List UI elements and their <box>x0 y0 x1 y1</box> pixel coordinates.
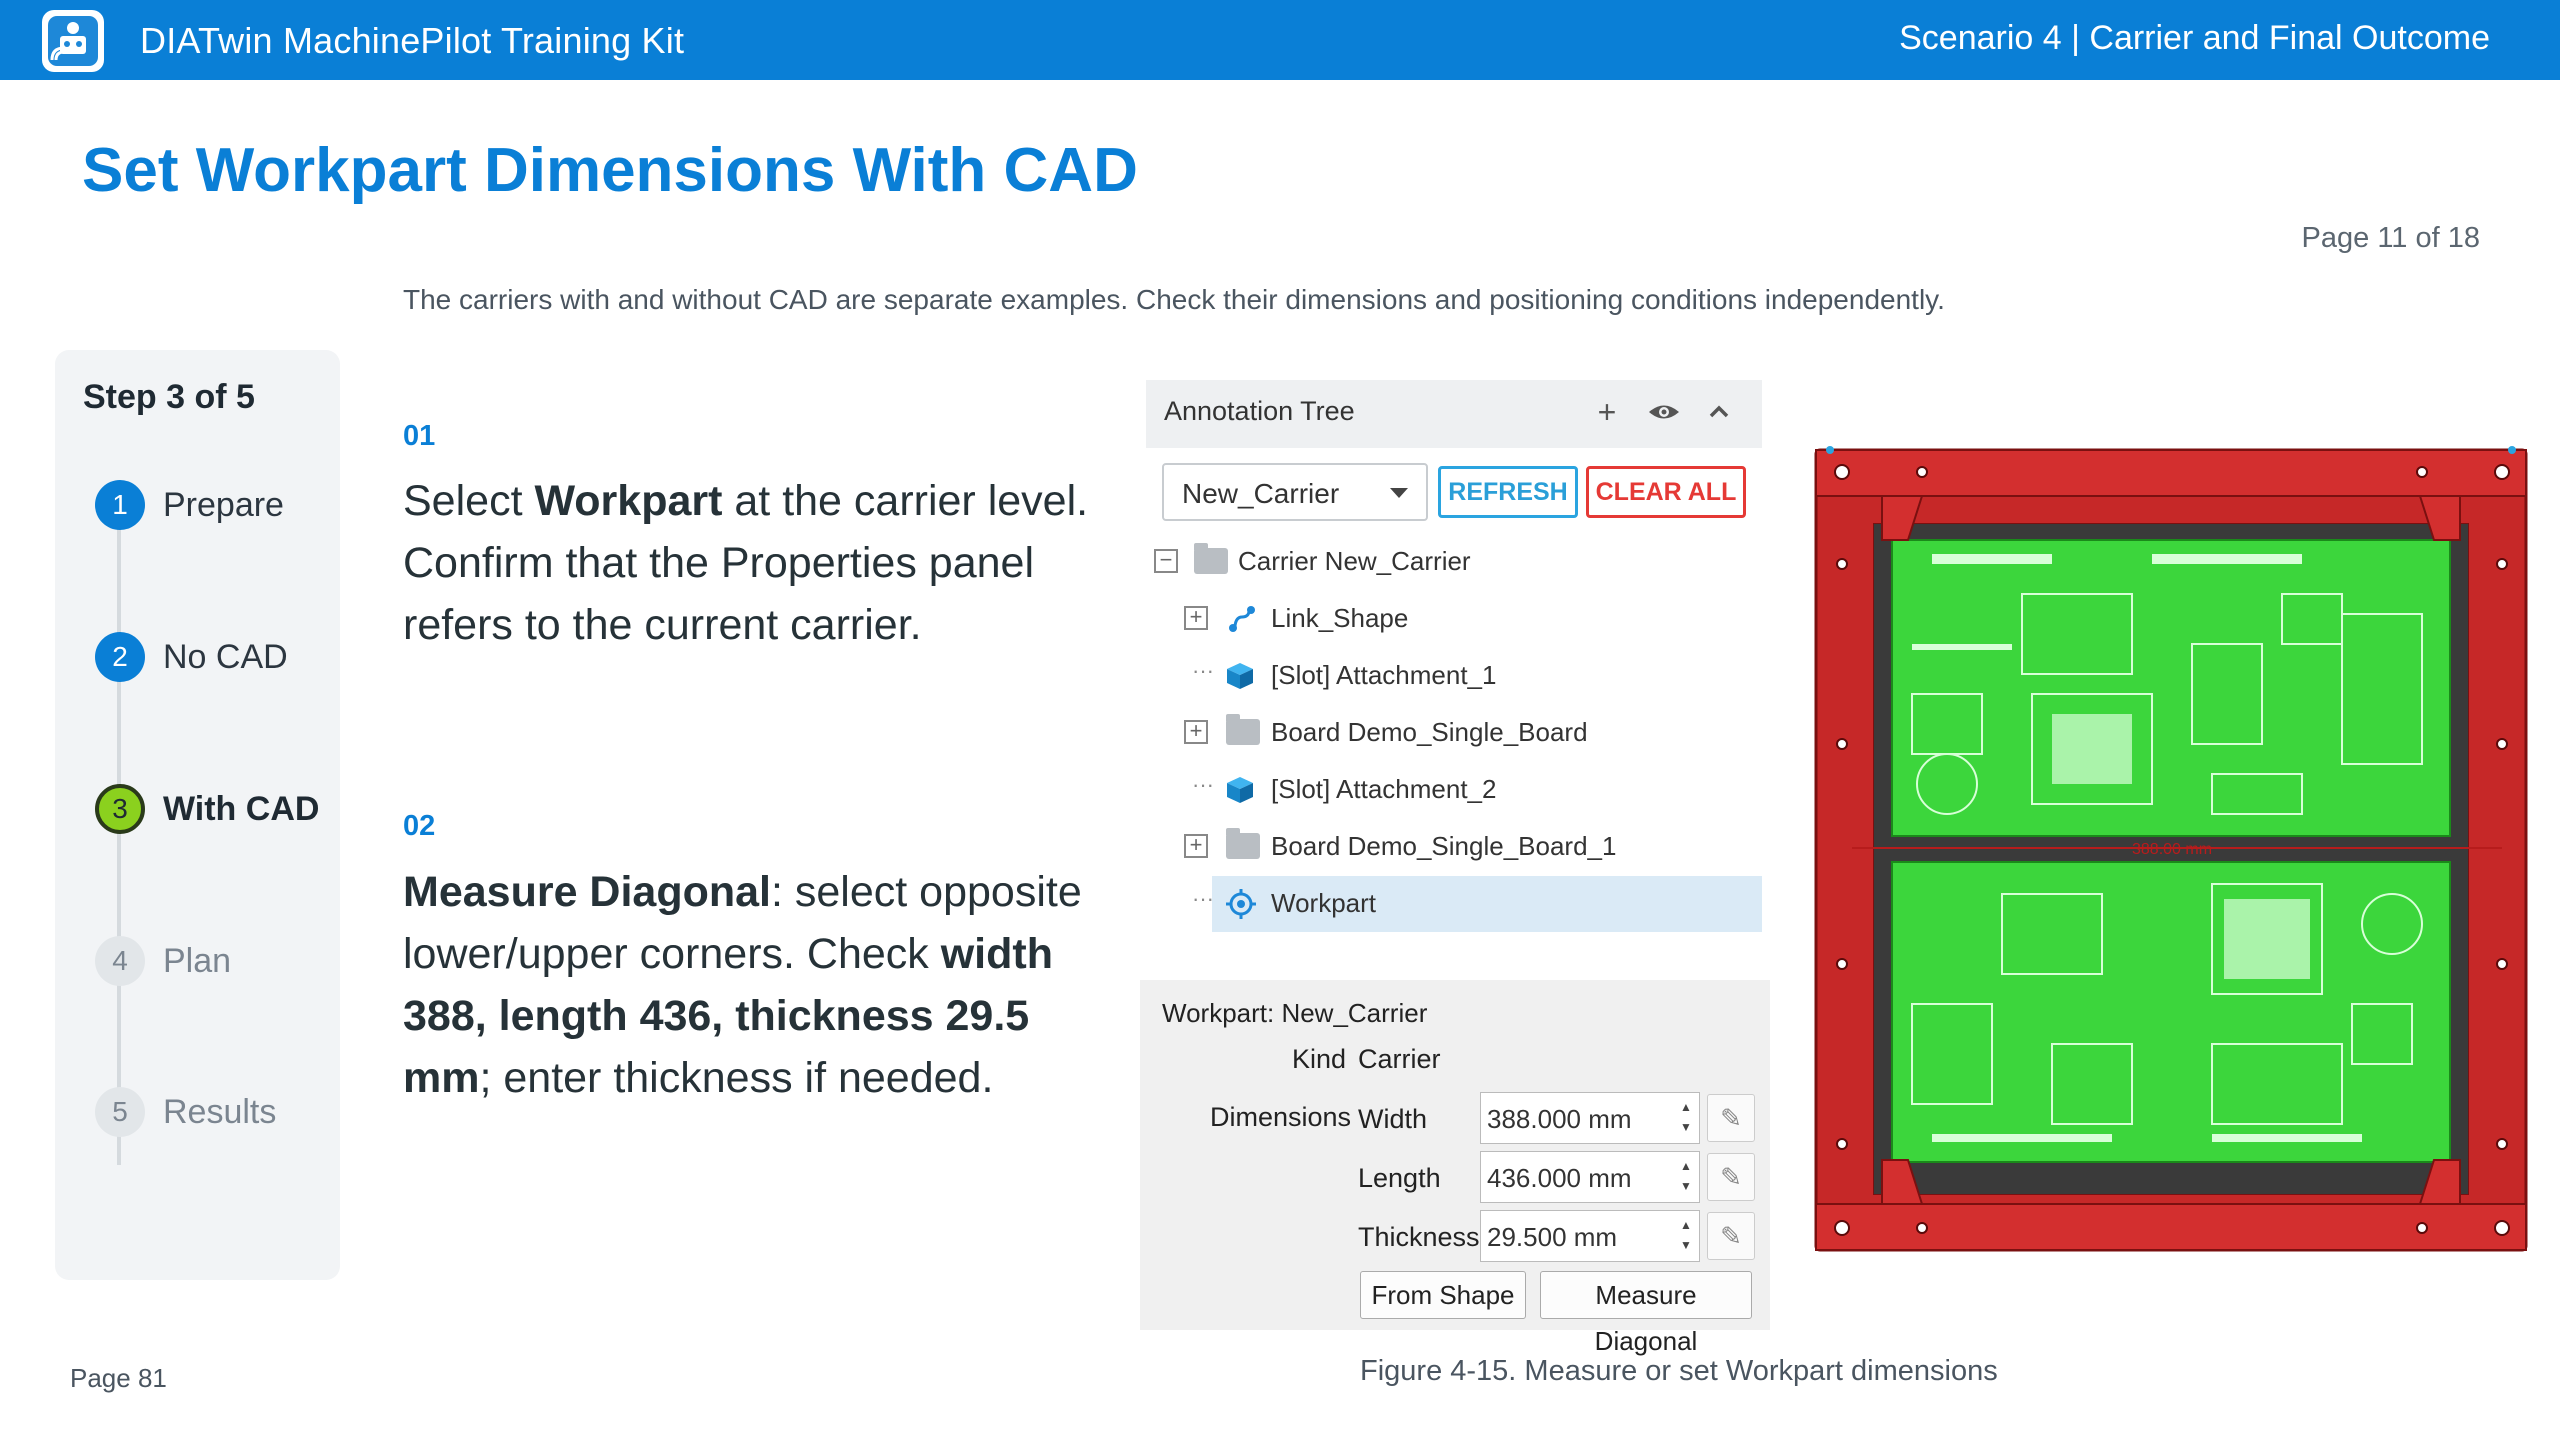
figure-caption: Figure 4-15. Measure or set Workpart dim… <box>1360 1355 1998 1387</box>
plus-icon[interactable]: + <box>1597 394 1617 430</box>
page-title: Set Workpart Dimensions With CAD <box>82 136 1138 205</box>
top-bar: DIATwin MachinePilot Training Kit Scenar… <box>0 0 2560 80</box>
collapse-icon[interactable]: − <box>1154 549 1178 573</box>
step-label: Plan <box>163 942 232 980</box>
expand-icon[interactable]: + <box>1184 720 1208 744</box>
tree-item-label: Board Demo_Single_Board <box>1271 717 1588 747</box>
step-heading: Step 3 of 5 <box>83 378 255 416</box>
properties-panel: Workpart: New_Carrier Kind Carrier Dimen… <box>1140 980 1770 1356</box>
length-value: 436.000 mm <box>1487 1163 1632 1193</box>
robot-arm-icon <box>42 10 104 72</box>
tree-item-board-1[interactable]: + Board Demo_Single_Board_1 <box>1146 819 1762 875</box>
ruler-icon[interactable]: ✎ <box>1707 1153 1755 1201</box>
tree-item-carrier[interactable]: − Carrier New_Carrier <box>1146 534 1762 590</box>
refresh-button[interactable]: REFRESH <box>1438 466 1578 518</box>
cube-icon <box>1227 777 1253 803</box>
width-field[interactable]: 388.000 mm ▲ ▼ <box>1480 1092 1700 1144</box>
properties-header: Workpart: New_Carrier <box>1162 998 1428 1028</box>
instruction-span: at the carrier level. Confirm that the P… <box>403 477 1089 649</box>
dimension-label: 388.00 mm <box>2132 841 2212 858</box>
step-number: 2 <box>95 632 145 682</box>
app-title: DIATwin MachinePilot Training Kit <box>140 20 685 61</box>
spin-arrows-icon[interactable]: ▲ ▼ <box>1680 1159 1692 1193</box>
instruction-bold: width 388, length 436, thickness 29.5 mm <box>403 930 1053 1102</box>
expand-icon[interactable]: + <box>1184 606 1208 630</box>
step-label: No CAD <box>163 638 288 676</box>
dropdown-value: New_Carrier <box>1182 478 1340 509</box>
kind-value: Carrier <box>1358 1044 1441 1074</box>
thickness-value: 29.500 mm <box>1487 1222 1618 1252</box>
instruction-number: 01 <box>403 420 436 452</box>
length-field[interactable]: 436.000 mm ▲ ▼ <box>1480 1151 1700 1203</box>
ruler-icon[interactable]: ✎ <box>1707 1212 1755 1260</box>
annotation-tree-header: Annotation Tree + <box>1146 380 1762 448</box>
tree-item-label: Link_Shape <box>1271 603 1409 633</box>
from-shape-button[interactable]: From Shape <box>1360 1271 1526 1319</box>
kind-label: Kind <box>1292 1044 1347 1074</box>
instruction-bold: Workpart <box>534 477 723 525</box>
tree-connector-icon: ··· <box>1192 886 1214 911</box>
folder-icon <box>1226 714 1260 745</box>
step-label: With CAD <box>163 790 320 828</box>
chevron-down-icon <box>1390 488 1408 498</box>
tree-connector-icon: ··· <box>1192 658 1214 683</box>
carrier-dropdown[interactable]: New_Carrier <box>1162 463 1428 521</box>
spin-arrows-icon[interactable]: ▲ ▼ <box>1680 1218 1692 1252</box>
tree-item-link-shape[interactable]: + Link_Shape <box>1146 591 1762 647</box>
tree-item-label: Workpart <box>1271 888 1376 918</box>
tree-item-workpart[interactable]: Workpart <box>1212 876 1762 932</box>
thickness-field[interactable]: 29.500 mm ▲ ▼ <box>1480 1210 1700 1262</box>
tree-item-label: [Slot] Attachment_2 <box>1271 774 1497 804</box>
cad-carrier-view[interactable]: 388.00 mm <box>1812 444 2530 1256</box>
chevron-up-icon[interactable] <box>1701 394 1737 430</box>
tree-item-attachment-1[interactable]: ··· [Slot] Attachment_1 <box>1146 648 1762 704</box>
clear-all-button[interactable]: CLEAR ALL <box>1586 466 1746 518</box>
tree-connector-icon: ··· <box>1192 772 1214 797</box>
thickness-label: Thickness <box>1358 1222 1480 1252</box>
tree-item-label: Board Demo_Single_Board_1 <box>1271 831 1617 861</box>
annotation-tree-panel: Annotation Tree + New_Carrier REFRESH CL… <box>1146 380 1762 952</box>
instruction-bold: Measure Diagonal <box>403 868 771 916</box>
width-label: Width <box>1358 1104 1428 1134</box>
annotation-tree-title: Annotation Tree <box>1164 396 1355 426</box>
tree-item-board[interactable]: + Board Demo_Single_Board <box>1146 705 1762 761</box>
step-navigator: Step 3 of 5 1 Prepare 2 No CAD 3 With CA… <box>55 350 340 1280</box>
instruction-span: Select <box>403 477 535 525</box>
workpart-icon <box>1226 889 1256 919</box>
instruction-number: 02 <box>403 810 436 842</box>
ruler-icon[interactable]: ✎ <box>1707 1094 1755 1142</box>
length-label: Length <box>1358 1163 1441 1193</box>
eye-icon[interactable] <box>1646 394 1682 430</box>
width-value: 388.000 mm <box>1487 1104 1632 1134</box>
step-number: 5 <box>95 1087 145 1137</box>
step-label: Results <box>163 1093 277 1131</box>
tree-item-label: [Slot] Attachment_1 <box>1271 660 1497 690</box>
tree-item-attachment-2[interactable]: ··· [Slot] Attachment_2 <box>1146 762 1762 818</box>
step-number: 3 <box>95 784 145 834</box>
tree-item-label: Carrier New_Carrier <box>1238 546 1471 576</box>
instruction-text: Measure Diagonal: select opposite lower/… <box>403 861 1103 1109</box>
link-shape-icon <box>1229 606 1255 632</box>
folder-icon <box>1194 543 1228 574</box>
measure-diagonal-button[interactable]: Measure Diagonal <box>1540 1271 1752 1356</box>
step-number: 4 <box>95 936 145 986</box>
instruction-text: Select Workpart at the carrier level. Co… <box>403 470 1103 656</box>
instruction-span: ; enter thickness if needed. <box>479 1054 994 1102</box>
instruction-span: : select opposite lower/upper corners. C… <box>403 868 1082 978</box>
dimensions-label: Dimensions <box>1210 1102 1352 1132</box>
page-footer: Page 81 <box>70 1363 167 1393</box>
scenario-label: Scenario 4 | Carrier and Final Outcome <box>1899 19 2490 57</box>
step-connector <box>117 520 121 1165</box>
spin-arrows-icon[interactable]: ▲ ▼ <box>1680 1100 1692 1134</box>
intro-text: The carriers with and without CAD are se… <box>403 284 1945 315</box>
folder-icon <box>1226 828 1260 859</box>
step-number: 1 <box>95 480 145 530</box>
page-count: Page 11 of 18 <box>2301 222 2480 254</box>
cube-icon <box>1227 663 1253 689</box>
expand-icon[interactable]: + <box>1184 834 1208 858</box>
step-label: Prepare <box>163 486 284 524</box>
